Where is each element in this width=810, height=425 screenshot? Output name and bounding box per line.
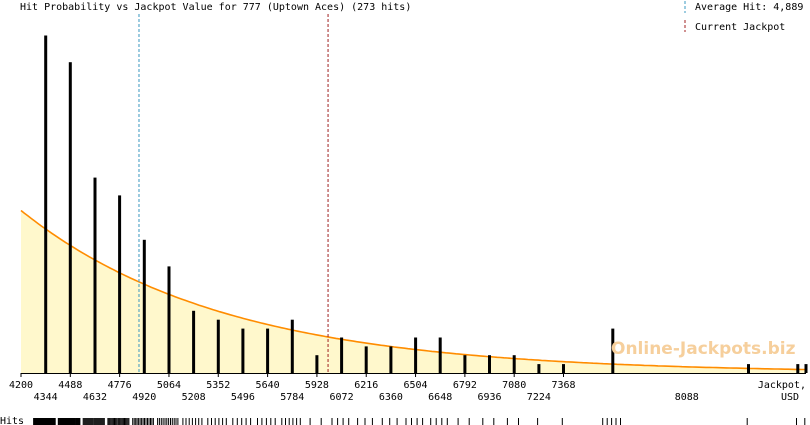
- bar-7080: [512, 355, 516, 373]
- x-tick-label-top: 4776: [108, 380, 132, 391]
- bar-4920: [142, 239, 146, 373]
- bar-4488: [68, 62, 72, 373]
- x-axis: 4200 4488 4776 5064 5352 5640 5928 6216 6504 6792…: [9, 373, 806, 403]
- x-tick-label-bottom: 8088: [675, 392, 699, 403]
- bar-7656: [611, 328, 615, 373]
- bar-6936: [488, 355, 491, 373]
- bar-6792: [463, 355, 467, 373]
- watermark: Online-Jackpots.biz: [611, 339, 796, 359]
- bar-6504: [414, 337, 418, 373]
- x-tick-label-bottom: 6360: [379, 392, 403, 403]
- legend-average-hit: Average Hit: 4,889: [695, 2, 803, 13]
- bar-5496: [241, 328, 245, 373]
- x-tick-label-top: 5640: [256, 380, 280, 391]
- x-tick-label-bottom: 5208: [182, 392, 206, 403]
- bar-5352: [216, 319, 220, 373]
- x-tick-label-bottom: 5496: [231, 392, 255, 403]
- bar-8448: [747, 364, 750, 373]
- x-tick-label-top: 5928: [305, 380, 329, 391]
- bar-6648: [438, 337, 442, 373]
- x-tick-label-top: 6504: [404, 380, 428, 391]
- x-tick-label-bottom: 7224: [527, 392, 551, 403]
- probability-line: [20, 209, 806, 371]
- hits-label: Hits: [0, 416, 24, 425]
- x-tick-label-top: 4488: [58, 380, 82, 391]
- bar-4632: [93, 177, 97, 373]
- x-tick-label-top: 6216: [354, 380, 378, 391]
- x-axis-label: Jackpot,: [758, 380, 806, 391]
- x-tick-label-top: 6792: [453, 380, 477, 391]
- chart-title: Hit Probability vs Jackpot Value for 777…: [20, 2, 411, 13]
- x-tick-label-top: 5352: [206, 380, 230, 391]
- bar-5640: [266, 328, 270, 373]
- bar-6072: [340, 337, 344, 373]
- bar-6360: [389, 346, 393, 373]
- x-tick-label-bottom: 4344: [34, 392, 58, 403]
- x-tick-label-bottom: 4632: [83, 392, 107, 403]
- x-tick-label-top: 5064: [157, 380, 181, 391]
- bar-4776: [118, 195, 122, 373]
- x-axis-unit: USD: [781, 392, 799, 403]
- legend-current-jackpot: Current Jackpot: [695, 22, 785, 33]
- bar-5784: [290, 319, 294, 373]
- x-tick-label-bottom: 5784: [280, 392, 304, 403]
- x-tick-label-top: 7368: [551, 380, 575, 391]
- hit-bars: [44, 35, 808, 373]
- bar-8784: [804, 364, 808, 373]
- x-tick-label-top: 7080: [502, 380, 526, 391]
- bar-5208: [192, 310, 196, 373]
- x-tick-label-bottom: 6648: [428, 392, 452, 403]
- legend: Average Hit: 4,889 Current Jackpot: [684, 1, 803, 33]
- bar-4344: [44, 35, 48, 373]
- bar-7368: [562, 364, 565, 373]
- probability-curve: [20, 209, 806, 371]
- hits-rug: [33, 418, 806, 425]
- x-tick-label-bottom: 6936: [477, 392, 501, 403]
- bar-5928: [315, 355, 319, 373]
- x-tick-label-bottom: 6072: [330, 392, 354, 403]
- x-tick-label-top: 4200: [9, 380, 33, 391]
- bar-6216: [364, 346, 368, 373]
- bar-7224: [537, 364, 541, 373]
- bar-8736: [796, 364, 800, 373]
- x-tick-label-bottom: 4920: [132, 392, 156, 403]
- bar-5064: [167, 266, 171, 373]
